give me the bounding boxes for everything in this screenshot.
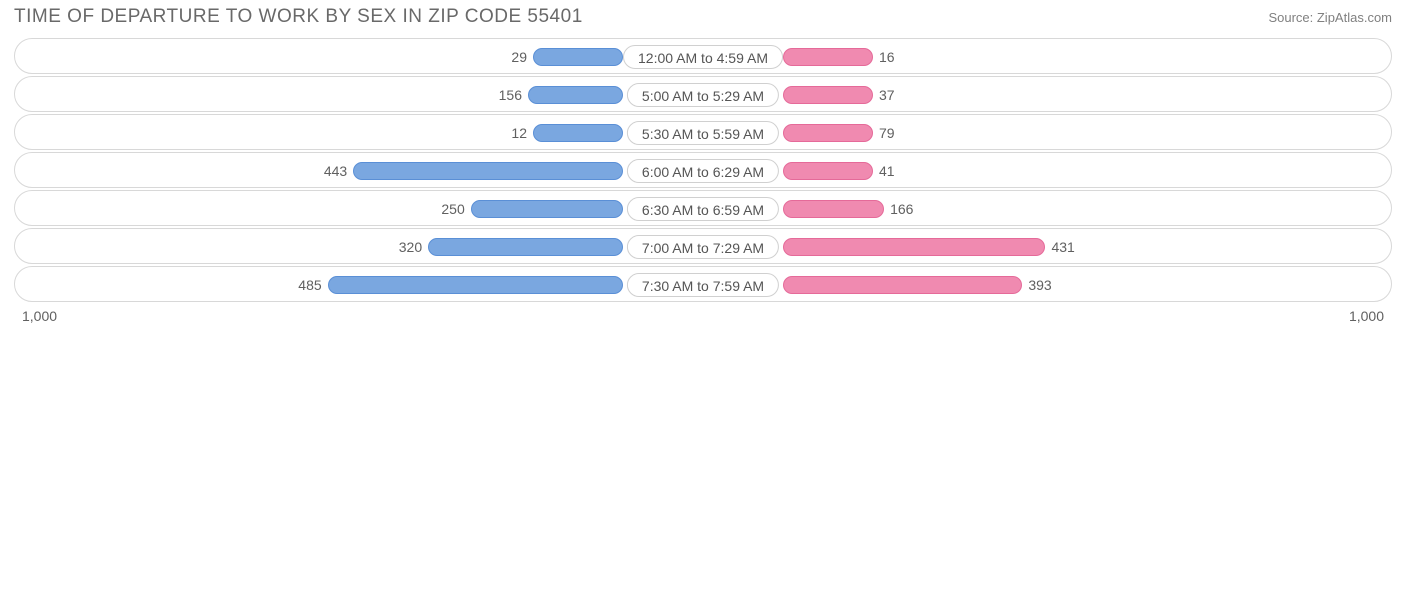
- female-value: 37: [879, 77, 895, 113]
- female-value: 166: [890, 191, 913, 227]
- chart-source: Source: ZipAtlas.com: [1268, 10, 1392, 25]
- female-bar: [783, 124, 873, 142]
- female-bar: [783, 86, 873, 104]
- category-label: 6:00 AM to 6:29 AM: [627, 159, 779, 183]
- male-bar: [471, 200, 623, 218]
- male-bar: [533, 48, 623, 66]
- chart-row: 485 393 7:30 AM to 7:59 AM: [14, 266, 1392, 302]
- male-value: 250: [441, 191, 464, 227]
- category-label: 7:00 AM to 7:29 AM: [627, 235, 779, 259]
- female-value: 41: [879, 153, 895, 189]
- chart-row: 443 41 6:00 AM to 6:29 AM: [14, 152, 1392, 188]
- female-bar: [783, 48, 873, 66]
- male-value: 156: [499, 77, 522, 113]
- female-bar: [783, 238, 1045, 256]
- male-value: 12: [511, 115, 527, 151]
- chart-row: 320 431 7:00 AM to 7:29 AM: [14, 228, 1392, 264]
- male-bar: [428, 238, 623, 256]
- category-label: 7:30 AM to 7:59 AM: [627, 273, 779, 297]
- chart-footer: 1,000 1,000: [0, 304, 1406, 324]
- male-value: 485: [298, 267, 321, 303]
- axis-label-left: 1,000: [22, 308, 57, 324]
- chart-row: 29 16 12:00 AM to 4:59 AM: [14, 38, 1392, 74]
- male-bar: [328, 276, 623, 294]
- category-label: 12:00 AM to 4:59 AM: [623, 45, 783, 69]
- chart-row: 12 79 5:30 AM to 5:59 AM: [14, 114, 1392, 150]
- category-label: 5:30 AM to 5:59 AM: [627, 121, 779, 145]
- male-value: 443: [324, 153, 347, 189]
- male-value: 320: [399, 229, 422, 265]
- chart-title: TIME OF DEPARTURE TO WORK BY SEX IN ZIP …: [14, 6, 583, 28]
- male-bar: [353, 162, 623, 180]
- male-bar: [528, 86, 623, 104]
- female-bar: [783, 200, 884, 218]
- female-value: 79: [879, 115, 895, 151]
- axis-label-right: 1,000: [1349, 308, 1384, 324]
- female-value: 431: [1051, 229, 1074, 265]
- female-bar: [783, 276, 1022, 294]
- female-value: 393: [1028, 267, 1051, 303]
- category-label: 5:00 AM to 5:29 AM: [627, 83, 779, 107]
- male-value: 29: [511, 39, 527, 75]
- female-value: 16: [879, 39, 895, 75]
- chart-body: 29 16 12:00 AM to 4:59 AM 156 37 5:00 AM to 5…: [0, 38, 1406, 302]
- female-bar: [783, 162, 873, 180]
- category-label: 6:30 AM to 6:59 AM: [627, 197, 779, 221]
- chart-row: 250 166 6:30 AM to 6:59 AM: [14, 190, 1392, 226]
- chart-row: 156 37 5:00 AM to 5:29 AM: [14, 76, 1392, 112]
- male-bar: [533, 124, 623, 142]
- chart-header: TIME OF DEPARTURE TO WORK BY SEX IN ZIP …: [0, 0, 1406, 38]
